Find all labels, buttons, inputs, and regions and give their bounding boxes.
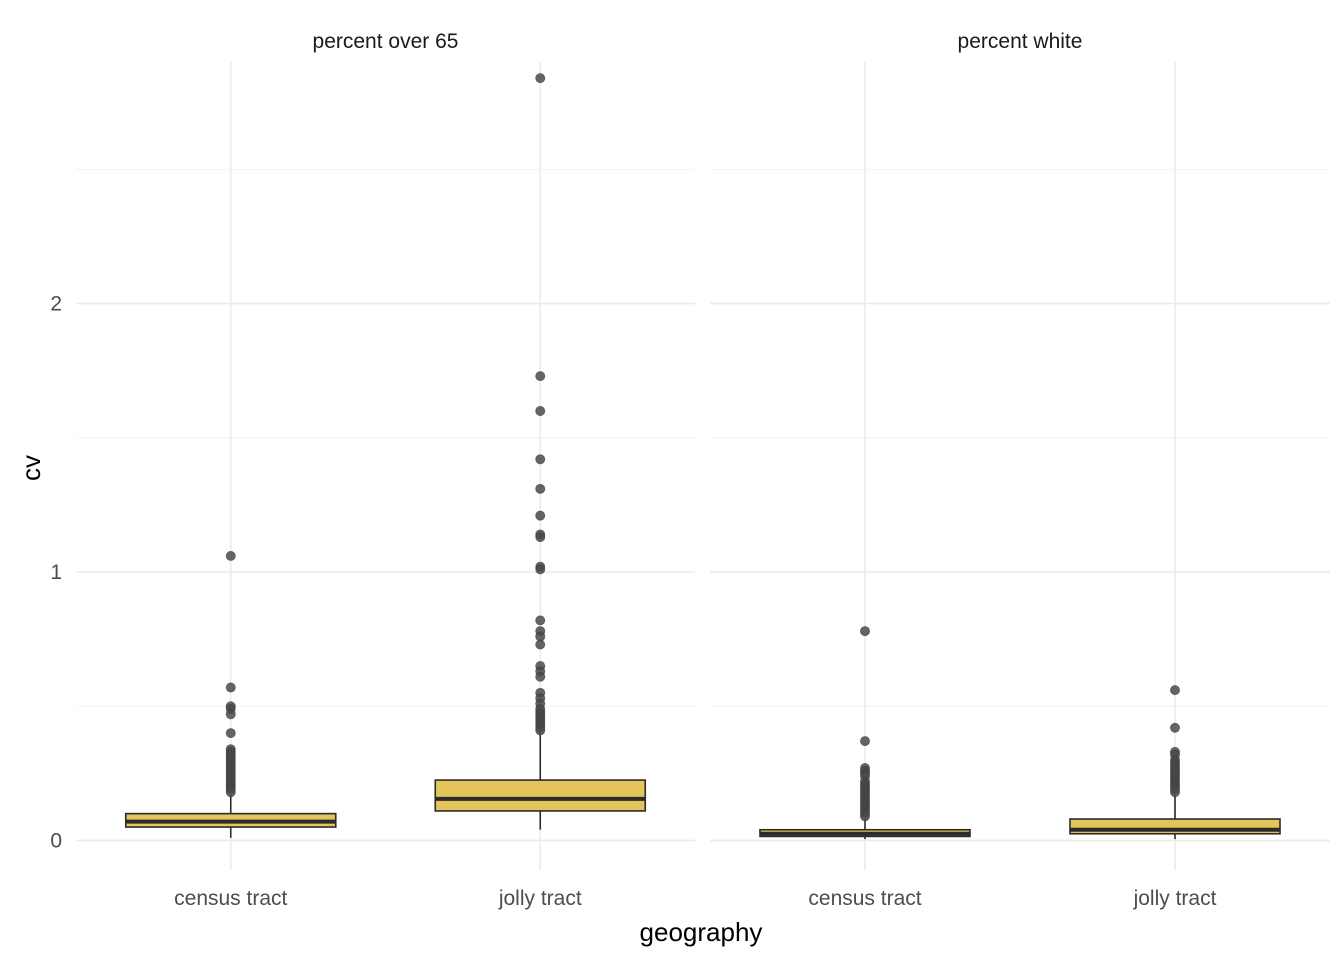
y-tick-label: 1: [50, 561, 62, 584]
outlier-point: [535, 671, 546, 682]
x-axis-title: geography: [640, 917, 763, 947]
panel-title: percent over 65: [313, 30, 459, 53]
outlier-point: [535, 532, 546, 543]
labels: census tract jolly tract percent over 65 ce…: [50, 30, 1216, 910]
boxplot: [124, 550, 337, 838]
box-iqr: [434, 779, 647, 812]
panel-title: percent white: [958, 30, 1083, 53]
x-tick-label: census tract: [808, 887, 921, 910]
outlier-point: [225, 709, 236, 720]
x-tick-label: jolly tract: [1133, 887, 1217, 910]
gridlines: [76, 62, 1330, 870]
outlier-point: [1170, 787, 1181, 798]
outlier-point: [535, 639, 546, 650]
boxplot: [759, 626, 971, 840]
x-tick-label: jolly tract: [498, 887, 582, 910]
outlier-point: [225, 550, 236, 561]
outlier-point: [535, 615, 546, 626]
outlier-point: [225, 728, 236, 739]
outlier-point: [860, 811, 871, 822]
outlier-point: [1170, 722, 1181, 733]
outlier-point: [225, 787, 236, 798]
x-tick-label: census tract: [174, 887, 287, 910]
boxplot: [1069, 685, 1281, 840]
outlier-point: [860, 736, 871, 747]
outlier-point: [535, 454, 546, 465]
y-tick-label: 2: [50, 293, 62, 316]
outlier-point: [535, 73, 546, 84]
outlier-point: [535, 405, 546, 416]
outlier-point: [535, 483, 546, 494]
outlier-point: [1170, 685, 1181, 696]
outlier-point: [535, 564, 546, 575]
outlier-point: [225, 682, 236, 693]
y-tick-label: 0: [50, 829, 62, 852]
outlier-point: [535, 725, 546, 736]
outlier-point: [535, 510, 546, 521]
outlier-point: [860, 626, 871, 637]
outlier-point: [535, 371, 546, 382]
boxplot: [434, 73, 647, 830]
marks: [124, 73, 1281, 840]
y-axis-title: cv: [16, 455, 46, 481]
